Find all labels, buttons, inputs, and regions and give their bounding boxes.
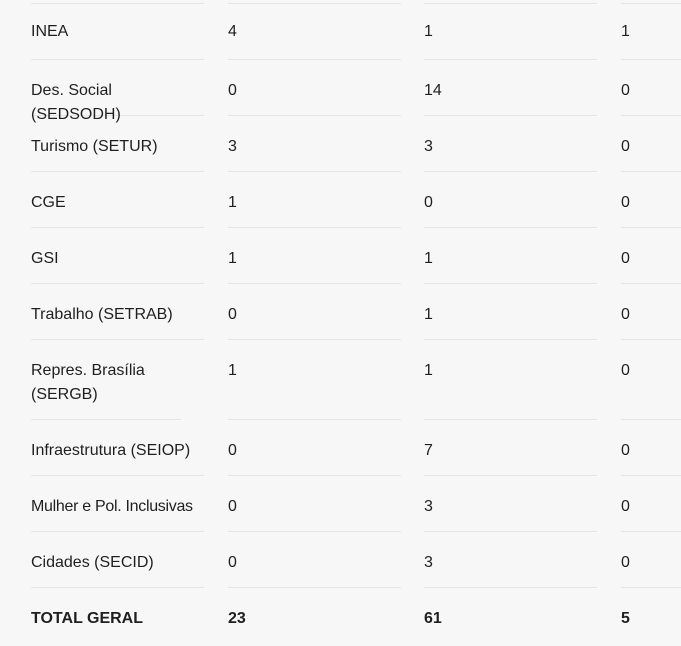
top-border [31,0,204,4]
row-label: Mulher e Pol. Inclusivas [31,476,204,532]
row-label: Infraestrutura (SEIOP) [31,420,204,476]
row-value-col1: 3 [228,116,401,172]
total-value-col1: 23 [228,610,246,627]
row-label: INEA [31,0,204,60]
row-value-col3: 0 [621,172,681,228]
table-row: CGE 1 0 0 [0,172,681,228]
row-value-col2: 1 [424,228,597,284]
total-value-col2: 61 [424,610,442,627]
total-value-col3: 5 [621,610,630,627]
total-label: TOTAL GERAL [31,610,143,627]
row-value-col3: 0 [621,476,681,532]
table-row: Cidades (SECID) 0 3 0 [0,532,681,588]
row-value-col2: 3 [424,476,597,532]
row-value-col2: 1 [424,340,597,420]
row-value-col2: 1 [424,284,597,340]
table-row: INEA 4 1 1 [0,0,681,60]
row-value-col3: 0 [621,116,681,172]
row-value-col1: 0 [228,420,401,476]
row-value-col2: 3 [424,532,597,588]
table-row: Trabalho (SETRAB) 0 1 0 [0,284,681,340]
table-row: Repres. Brasília (SERGB) 1 1 0 [0,340,681,420]
row-value-col2: 14 [424,60,597,116]
row-label: Des. Social (SEDSODH) [31,60,204,123]
row-value-col3: 0 [621,228,681,284]
table-row: Des. Social (SEDSODH) 0 14 0 [0,60,681,123]
row-label: GSI [31,228,204,284]
row-label: Cidades (SECID) [31,532,204,588]
table-row: Mulher e Pol. Inclusivas 0 3 0 [0,476,681,532]
total-row: TOTAL GERAL 23 61 5 [0,588,681,644]
row-value-col2: 1 [424,0,597,60]
row-label: CGE [31,172,204,228]
row-value-col1: 0 [228,60,401,116]
top-border [621,0,681,4]
row-value-col1: 0 [228,532,401,588]
row-value-col2: 3 [424,116,597,172]
row-value-col1: 0 [228,476,401,532]
row-label: Repres. Brasília (SERGB) [31,340,181,420]
row-value-col3: 0 [621,284,681,340]
row-value-col3: 1 [621,0,681,60]
row-value-col2: 0 [424,172,597,228]
top-border [424,0,597,4]
table-row: Infraestrutura (SEIOP) 0 7 0 [0,420,681,476]
row-value-col1: 1 [228,172,401,228]
row-label: Turismo (SETUR) [31,116,204,172]
row-label: Trabalho (SETRAB) [31,284,204,340]
row-value-col3: 0 [621,420,681,476]
row-value-col1: 4 [228,0,401,60]
row-value-col3: 0 [621,60,681,116]
row-value-col3: 0 [621,340,681,420]
row-value-col2: 7 [424,420,597,476]
row-value-col3: 0 [621,532,681,588]
row-value-col1: 1 [228,228,401,284]
top-border [228,0,401,4]
table-row: Turismo (SETUR) 3 3 0 [0,116,681,172]
row-value-col1: 0 [228,284,401,340]
table-row: GSI 1 1 0 [0,228,681,284]
row-value-col1: 1 [228,340,401,420]
